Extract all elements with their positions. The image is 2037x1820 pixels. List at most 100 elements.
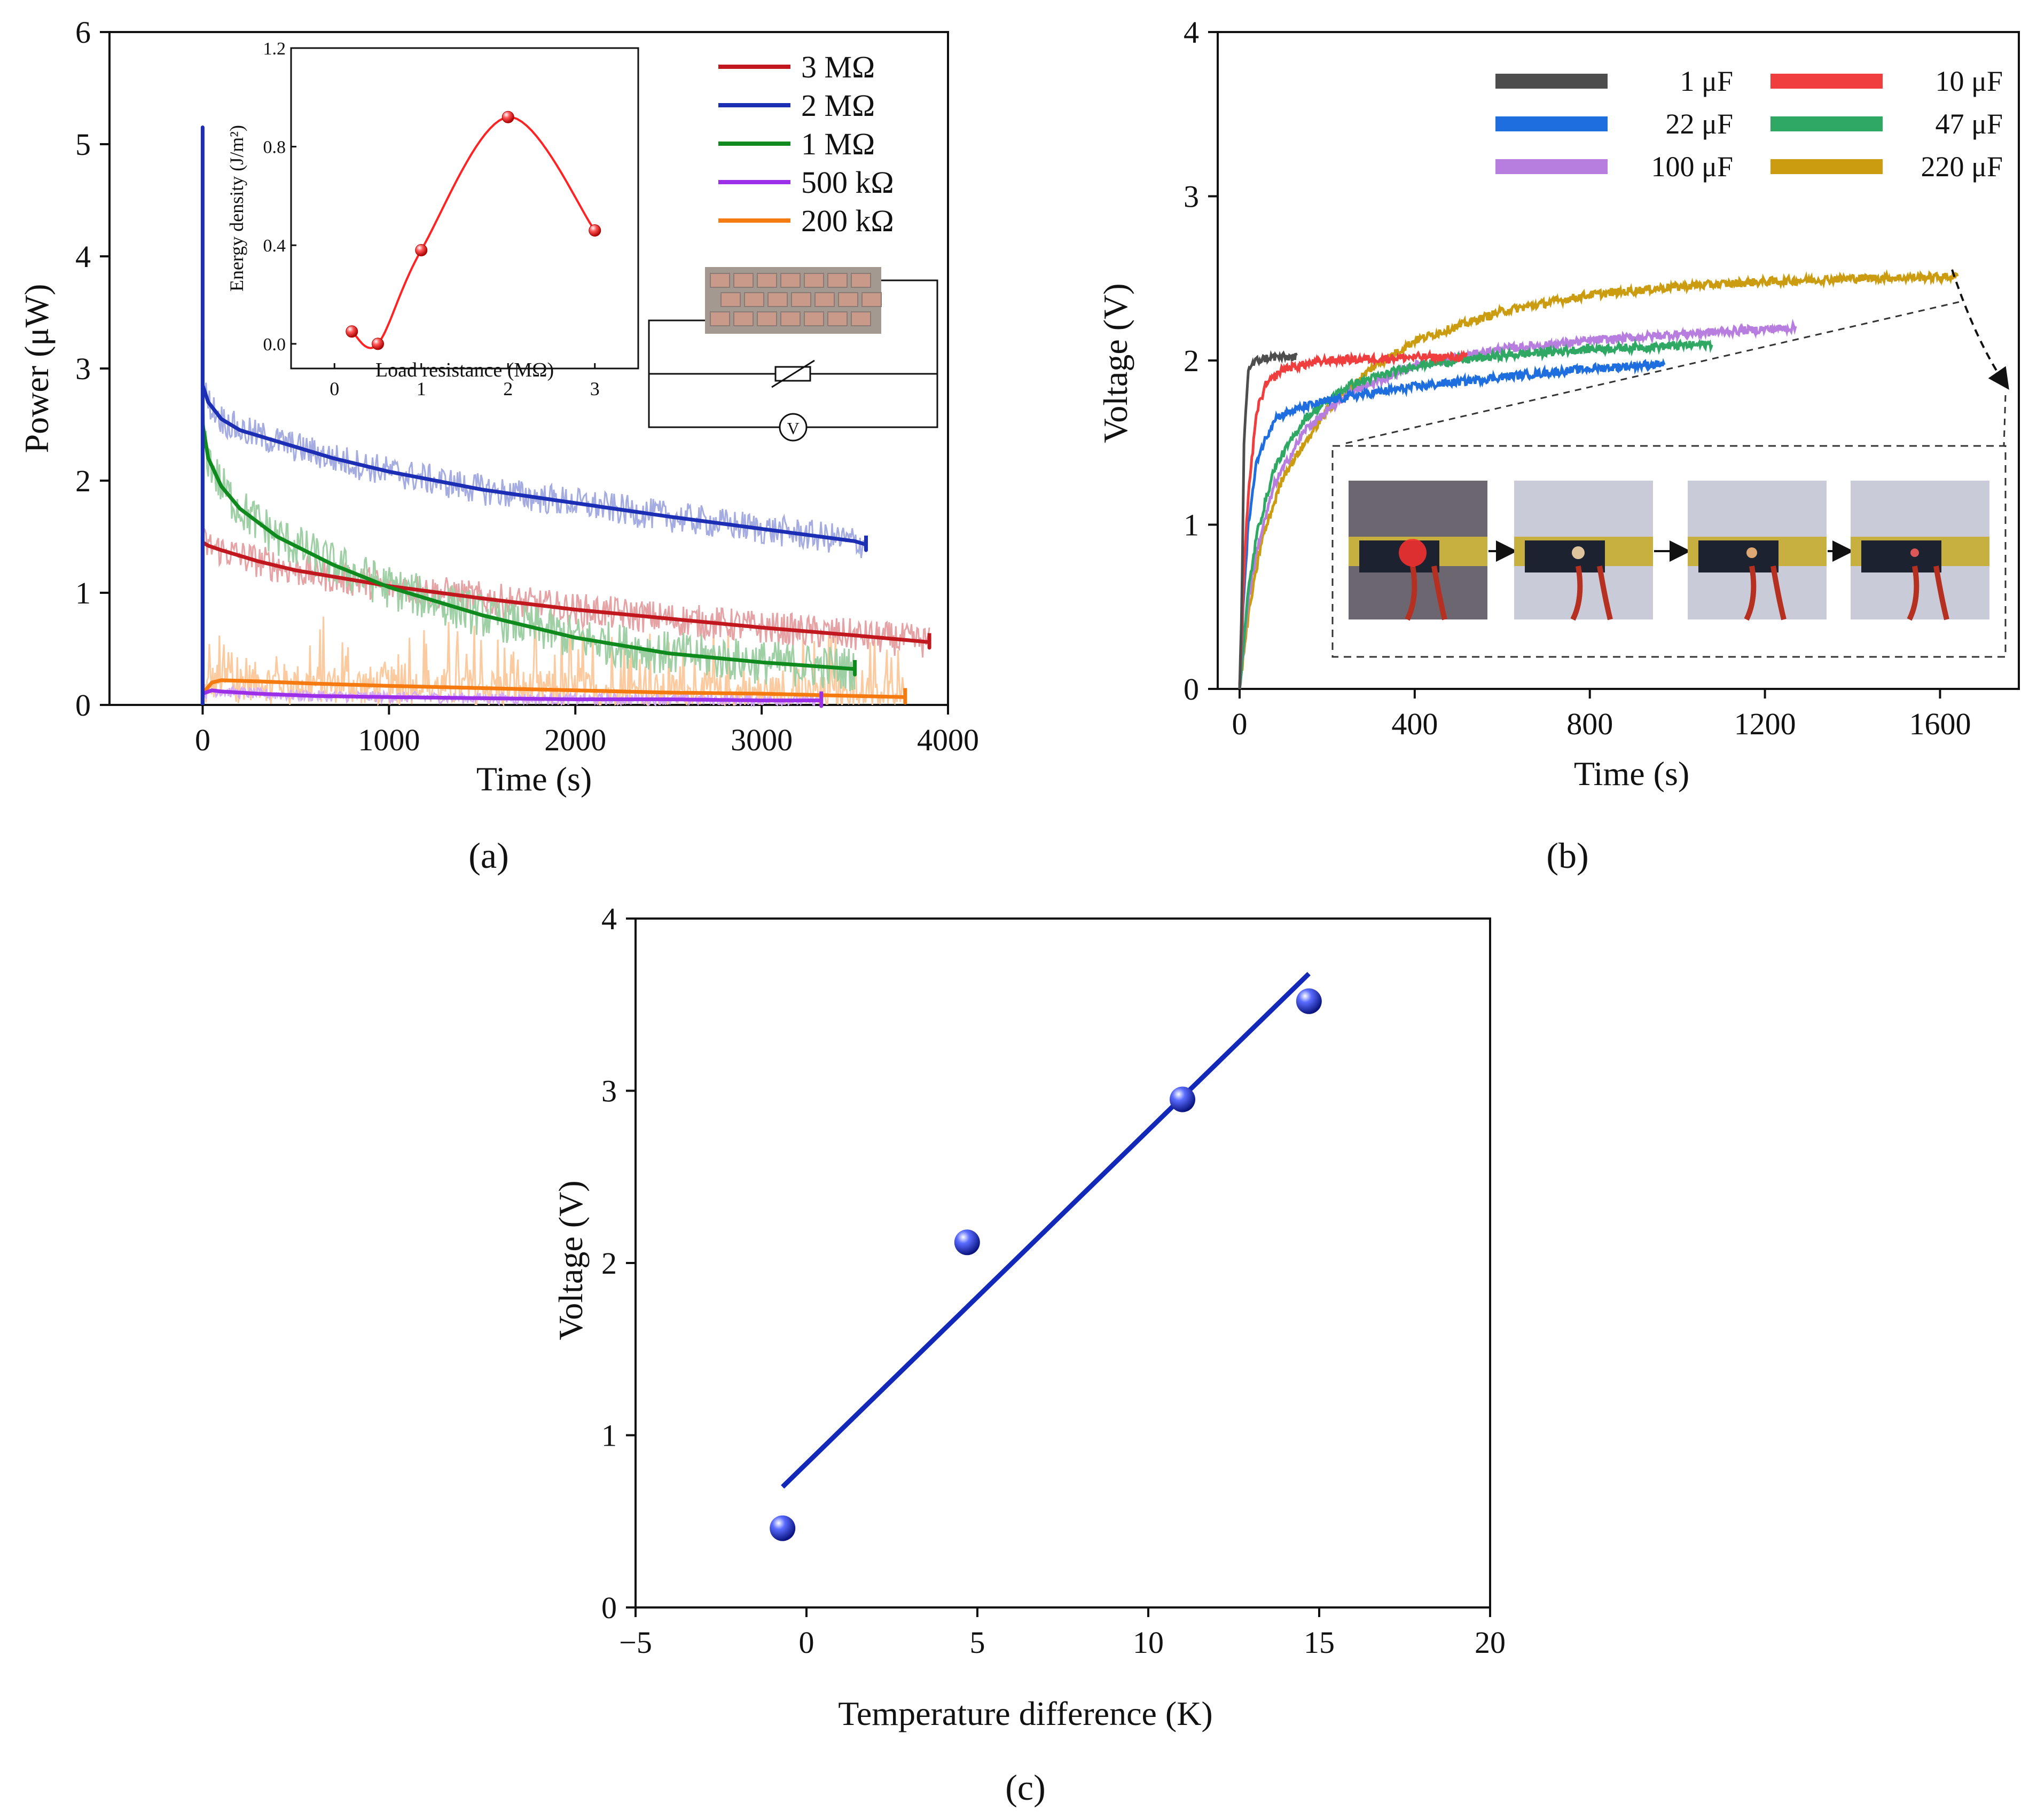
x-tick-label: 800 <box>1566 707 1613 741</box>
voltmeter-label: V <box>787 419 799 438</box>
led-glow <box>1910 548 1919 557</box>
led-photo-tile <box>1851 481 1989 621</box>
y-tick-label: 4 <box>75 239 91 274</box>
inset-y-tick-label: 0.8 <box>263 138 286 158</box>
led-photo-sequence <box>1331 445 2007 658</box>
teg-leg <box>851 311 871 326</box>
y-tick-label: 0 <box>75 688 91 723</box>
teg-leg <box>804 311 824 326</box>
caption-b: (b) <box>1546 835 1588 876</box>
teg-leg <box>851 273 871 288</box>
teg-leg <box>861 292 882 307</box>
teg-leg <box>838 292 858 307</box>
x-tick-label: 2000 <box>544 723 606 757</box>
teg-leg <box>710 311 730 326</box>
series-line-3-MΩ <box>200 535 931 705</box>
inset-ylabel: Energy density (J/m²) <box>226 125 247 292</box>
caption-c: (c) <box>1005 1767 1045 1808</box>
x-tick-label: −5 <box>619 1625 652 1660</box>
led-photo-tile <box>1688 481 1827 621</box>
x-tick-label: 20 <box>1475 1625 1506 1660</box>
panel-b-xlabel: Time (s) <box>1574 755 1689 793</box>
data-point <box>1296 988 1322 1014</box>
panel-a-inset-energy-density: 0 1 2 3 0.0 0.4 0.8 1.2 Load resistance (MΩ) En… <box>226 39 639 399</box>
y-tick-label: 1 <box>1184 508 1199 543</box>
y-tick-label: 3 <box>601 1074 617 1109</box>
led-photo-tile <box>1349 481 1487 621</box>
photo-board <box>1698 540 1779 572</box>
zoom-guide-line <box>1345 301 1961 444</box>
x-tick-label: 0 <box>1232 707 1247 741</box>
series-line-10-μF <box>1238 349 1468 686</box>
teg-leg <box>744 292 764 307</box>
panel-a-power-chart: 0 1000 2000 3000 4000 0 1 2 3 4 5 6 Time (s) Power… <box>18 15 979 876</box>
y-tick-label: 0 <box>1184 672 1199 707</box>
series-line-1-MΩ <box>200 339 857 705</box>
legend-swatch <box>1770 74 1883 89</box>
x-tick-label: 1200 <box>1734 707 1796 741</box>
series-line-2-MΩ <box>200 125 868 705</box>
series-line-47-μF <box>1238 338 1713 689</box>
inset-xlabel: Load resistance (MΩ) <box>375 359 554 381</box>
x-tick-label: 0 <box>799 1625 814 1660</box>
teg-leg <box>720 292 741 307</box>
inset-data-point <box>415 244 428 256</box>
inset-data-point <box>372 338 384 350</box>
legend-label: 100 μF <box>1651 151 1733 183</box>
teg-leg <box>814 292 835 307</box>
series-noise-1-MΩ <box>201 410 856 692</box>
legend-label: 3 MΩ <box>801 50 875 84</box>
inset-y-tick-label: 1.2 <box>263 39 286 59</box>
y-tick-label: 2 <box>75 464 91 498</box>
inset-x-tick-label: 2 <box>503 378 513 399</box>
series-line-1-μF <box>1238 350 1298 689</box>
data-point <box>1170 1086 1195 1112</box>
legend-label: 500 kΩ <box>801 165 894 200</box>
inset-y-tick-label: 0.0 <box>263 335 286 355</box>
y-tick-label: 5 <box>75 127 91 162</box>
legend-label: 22 μF <box>1666 108 1733 140</box>
legend-label: 220 μF <box>1921 151 2003 183</box>
x-tick-label: 15 <box>1304 1625 1335 1660</box>
legend-swatch <box>1495 116 1608 131</box>
inset-y-tick-label: 0.4 <box>263 236 286 256</box>
panel-c-frame <box>634 917 1491 1609</box>
y-tick-label: 0 <box>601 1590 617 1625</box>
panel-a-xlabel: Time (s) <box>476 760 592 798</box>
inset-x-tick-label: 0 <box>330 378 339 399</box>
variable-resistor-arrow <box>771 359 815 388</box>
caption-a: (a) <box>468 835 508 876</box>
legend-swatch <box>1770 159 1883 174</box>
legend-swatch <box>1770 116 1883 131</box>
legend-label: 1 μF <box>1680 65 1733 97</box>
teg-leg <box>710 273 730 288</box>
y-tick-label: 3 <box>75 351 91 386</box>
series-noise-3-MΩ <box>201 525 930 658</box>
teg-leg <box>733 311 754 326</box>
panel-a-ylabel: Power (μW) <box>18 284 56 453</box>
x-tick-label: 1600 <box>1909 707 1971 741</box>
photo-wires <box>1405 566 1447 621</box>
teg-leg <box>780 273 801 288</box>
y-tick-label: 4 <box>601 901 617 936</box>
photo-board <box>1525 540 1605 572</box>
teg-leg <box>780 311 801 326</box>
legend-swatch <box>1495 159 1608 174</box>
series-line-22-μF <box>1238 358 1666 688</box>
inset-data-point <box>502 111 514 123</box>
panel-c-xlabel: Temperature difference (K) <box>838 1695 1212 1732</box>
legend-label: 47 μF <box>1936 108 2003 140</box>
series-line-200-kΩ <box>200 675 907 705</box>
y-tick-label: 2 <box>601 1246 617 1281</box>
teg-leg <box>804 273 824 288</box>
linear-fit-line <box>781 971 1311 1489</box>
x-tick-label: 1000 <box>358 723 420 757</box>
teg-leg <box>827 311 848 326</box>
zoom-arrow <box>1951 269 2009 390</box>
inset-x-tick-label: 3 <box>590 378 600 399</box>
led-glow <box>1746 547 1757 558</box>
panel-b-voltage-chart: 0 400 800 1200 1600 0 1 2 3 4 Time (s) Voltage (… <box>1096 15 2020 876</box>
panel-b-legend: 1 μF 10 μF 22 μF 47 μF 100 μF 220 μF <box>1495 65 2003 183</box>
